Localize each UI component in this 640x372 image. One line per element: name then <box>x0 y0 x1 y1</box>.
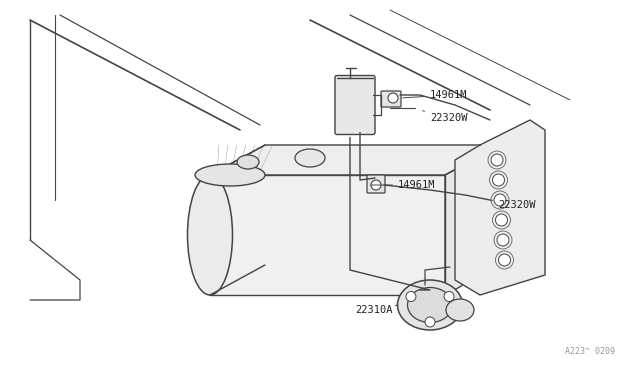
Polygon shape <box>445 145 500 295</box>
Circle shape <box>493 174 504 186</box>
Text: 22320W: 22320W <box>490 200 536 210</box>
Ellipse shape <box>195 164 265 186</box>
Text: A223^ 0209: A223^ 0209 <box>565 347 615 356</box>
FancyBboxPatch shape <box>367 175 385 193</box>
Ellipse shape <box>188 175 232 295</box>
Circle shape <box>495 214 508 226</box>
FancyBboxPatch shape <box>335 76 375 135</box>
Polygon shape <box>210 175 445 295</box>
Circle shape <box>371 180 381 190</box>
Ellipse shape <box>408 288 452 323</box>
Circle shape <box>491 154 503 166</box>
Text: 22320W: 22320W <box>422 111 467 123</box>
Ellipse shape <box>237 155 259 169</box>
Ellipse shape <box>295 149 325 167</box>
Circle shape <box>494 194 506 206</box>
Circle shape <box>406 292 416 301</box>
Text: 14961M: 14961M <box>403 90 467 100</box>
Ellipse shape <box>446 299 474 321</box>
Circle shape <box>497 234 509 246</box>
FancyBboxPatch shape <box>381 91 401 107</box>
Circle shape <box>388 93 398 103</box>
Ellipse shape <box>397 280 463 330</box>
Polygon shape <box>455 120 545 295</box>
Circle shape <box>425 317 435 327</box>
Circle shape <box>499 254 511 266</box>
Circle shape <box>444 292 454 301</box>
Text: 22310A: 22310A <box>355 305 398 315</box>
Polygon shape <box>210 145 500 175</box>
Text: 14961M: 14961M <box>371 180 435 190</box>
